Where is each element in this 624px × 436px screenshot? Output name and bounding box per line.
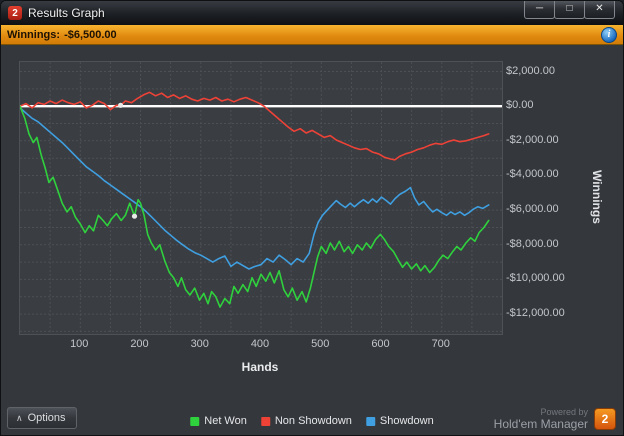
legend-item-showdown[interactable]: Showdown: [365, 415, 434, 427]
x-axis-labels: 100 200 300 400 500 600 700: [19, 338, 501, 352]
x-axis-tick-label: 700: [431, 338, 450, 350]
powered-by: Powered by Hold'em Manager 2: [493, 406, 616, 431]
x-axis-tick-label: 300: [190, 338, 209, 350]
y-axis-tick-label: -$6,000.00: [506, 203, 559, 216]
y-axis-tick-label: -$4,000.00: [506, 168, 559, 181]
bottom-bar: ∧ Options Net Won Non Showdown Showdown Po…: [1, 403, 623, 435]
chevron-up-icon: ∧: [16, 412, 23, 423]
y-axis-tick-label: $2,000.00: [506, 64, 555, 77]
powered-by-text: Powered by: [540, 406, 588, 417]
legend-swatch-icon: [365, 416, 375, 426]
legend-item-non-showdown[interactable]: Non Showdown: [260, 415, 352, 427]
x-axis-tick-label: 200: [130, 338, 149, 350]
y-axis-tick-label: $0.00: [506, 99, 534, 112]
app-logo-icon: 2: [8, 6, 22, 20]
legend-label: Showdown: [379, 415, 434, 427]
info-icon[interactable]: i: [601, 26, 617, 43]
y-axis-title: Winnings: [590, 170, 604, 224]
legend-label: Net Won: [204, 415, 247, 427]
y-axis-tick-label: -$8,000.00: [506, 237, 559, 250]
results-chart: [20, 62, 502, 334]
window-controls: ─ □ ✕: [524, 1, 615, 19]
y-axis-tick-label: -$12,000.00: [506, 307, 565, 320]
chart-legend: Net Won Non Showdown Showdown: [190, 415, 434, 427]
minimize-button[interactable]: ─: [524, 1, 555, 19]
legend-label: Non Showdown: [274, 415, 352, 427]
x-axis-tick-label: 500: [311, 338, 330, 350]
close-button[interactable]: ✕: [584, 1, 615, 19]
holdem-manager-logo-icon: 2: [594, 408, 616, 431]
legend-swatch-icon: [190, 416, 200, 426]
brand-text: Hold'em Manager: [493, 416, 588, 431]
plot-area[interactable]: [19, 61, 503, 335]
x-axis-title: Hands: [241, 360, 279, 374]
titlebar[interactable]: 2 Results Graph ─ □ ✕: [1, 1, 623, 26]
winnings-label: Winnings:: [7, 28, 61, 41]
x-axis-tick-label: 600: [371, 338, 390, 350]
options-button-label: Options: [27, 412, 66, 424]
options-button[interactable]: ∧ Options: [7, 407, 77, 429]
legend-swatch-icon: [260, 416, 270, 426]
maximize-button[interactable]: □: [554, 1, 585, 19]
winnings-value: -$6,500.00: [64, 28, 117, 41]
x-axis-tick-label: 100: [70, 338, 89, 350]
winnings-bar: Winnings: -$6,500.00 i: [1, 25, 623, 45]
window-title: Results Graph: [28, 6, 105, 20]
y-axis-tick-label: -$10,000.00: [506, 272, 565, 285]
x-axis-tick-label: 400: [250, 338, 270, 350]
y-axis-labels: $2,000.00 $0.00 -$2,000.00 -$4,000.00 -$6,00…: [506, 61, 578, 333]
legend-item-net-won[interactable]: Net Won: [190, 415, 247, 427]
y-axis-tick-label: -$2,000.00: [506, 133, 559, 146]
